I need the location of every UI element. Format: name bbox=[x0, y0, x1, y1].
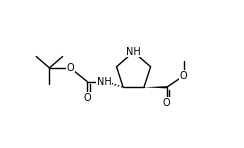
Polygon shape bbox=[144, 86, 167, 88]
Text: O: O bbox=[83, 92, 91, 103]
Text: NH: NH bbox=[126, 47, 141, 57]
Text: O: O bbox=[163, 98, 171, 108]
Text: O: O bbox=[180, 71, 187, 81]
Text: O: O bbox=[66, 63, 74, 73]
Text: NH: NH bbox=[97, 77, 112, 87]
Text: H: H bbox=[101, 77, 107, 86]
